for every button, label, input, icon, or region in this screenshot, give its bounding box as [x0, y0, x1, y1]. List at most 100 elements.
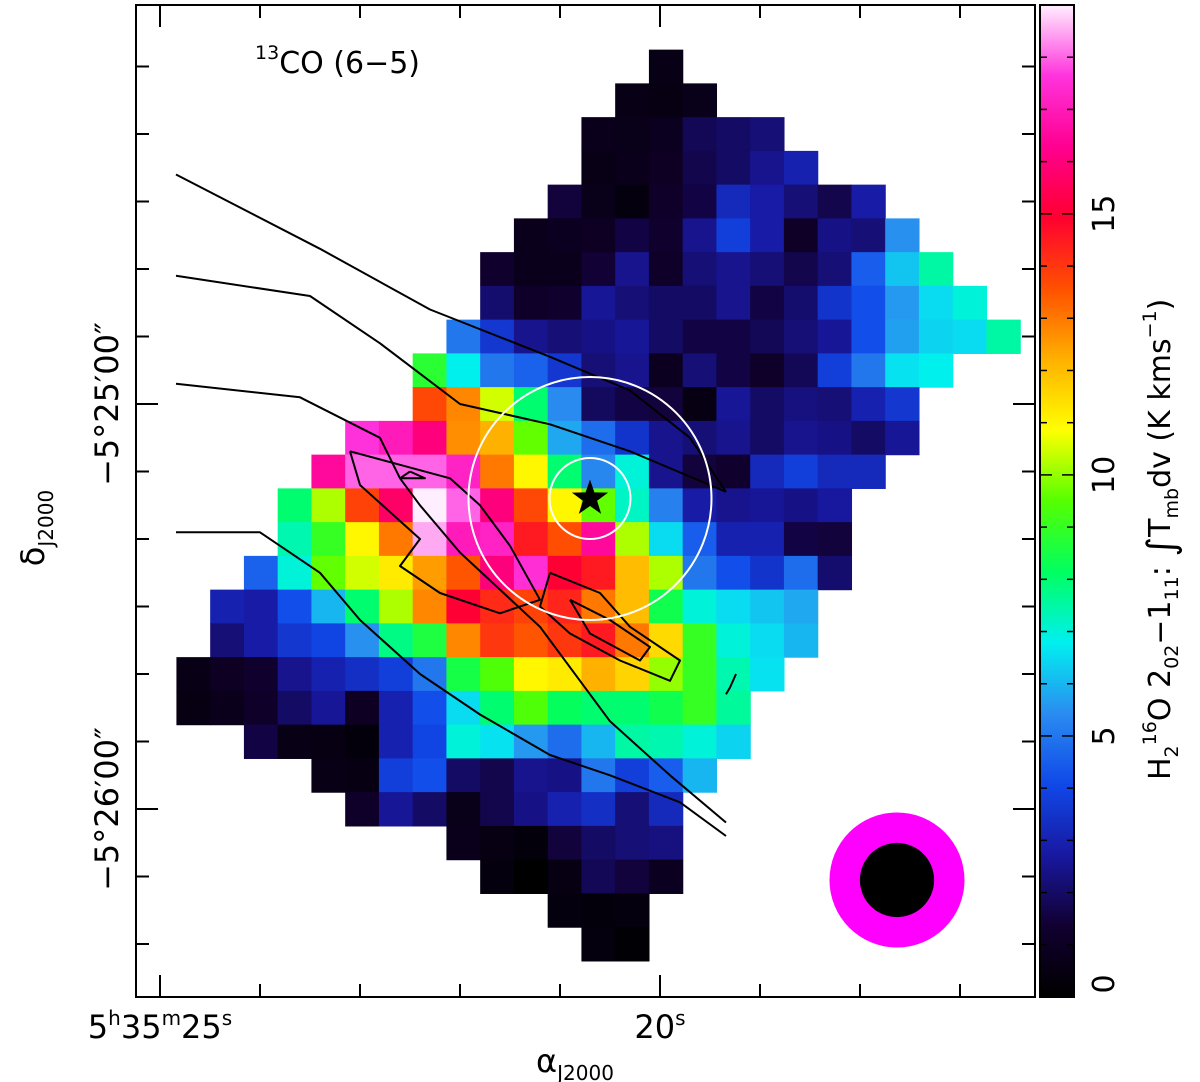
map-pixel: [615, 927, 650, 962]
intensity-map: [176, 49, 1021, 962]
map-pixel: [513, 522, 549, 557]
map-pixel: [615, 319, 650, 354]
map-pixel: [750, 623, 785, 658]
map-pixel: [783, 218, 819, 253]
map-pixel: [446, 623, 481, 658]
map-pixel: [277, 724, 313, 759]
map-pixel: [412, 758, 448, 793]
colorbar-label-gap-2: [1143, 557, 1178, 567]
map-pixel: [446, 353, 481, 388]
map-pixel: [716, 454, 751, 489]
isotope-superscript: 13: [255, 42, 279, 64]
map-pixel: [176, 690, 211, 726]
map-pixel: [345, 724, 380, 759]
colorbar-label-colon: :: [1143, 566, 1178, 576]
map-pixel: [885, 252, 920, 287]
map-pixel: [311, 758, 346, 793]
map-pixel: [648, 825, 684, 861]
map-pixel: [480, 623, 515, 658]
map-pixel: [243, 724, 279, 759]
colorbar-tick-label: 5: [1087, 726, 1122, 745]
map-pixel: [716, 319, 751, 354]
map-pixel: [513, 825, 549, 861]
map-pixel: [311, 522, 346, 557]
map-pixel: [378, 758, 414, 793]
map-pixel: [277, 657, 313, 692]
map-pixel: [851, 353, 886, 388]
source-star-marker: [571, 479, 609, 514]
map-pixel: [918, 285, 954, 321]
map-pixel: [547, 218, 583, 253]
map-pixel: [648, 420, 684, 456]
map-pixel: [648, 758, 684, 793]
map-pixel: [581, 319, 616, 354]
map-pixel: [716, 150, 751, 186]
map-pixel: [750, 387, 785, 422]
map-pixel: [581, 252, 616, 287]
map-pixel: [581, 927, 616, 962]
beam-circles-overlay: [467, 376, 713, 621]
contour-line-5: [349, 450, 541, 615]
map-pixel: [750, 150, 785, 186]
contour-line-4: [176, 531, 727, 837]
colorbar-label-integral: ∫: [1139, 537, 1183, 557]
map-pixel: [783, 454, 819, 489]
map-pixel: [648, 150, 684, 186]
colorbar-label-trans-a-sub: 02: [1161, 645, 1183, 669]
map-pixel: [783, 353, 819, 388]
map-pixel: [378, 555, 414, 591]
map-pixel: [412, 522, 448, 557]
map-pixel: [783, 522, 819, 557]
x-tick-label-part: 25: [181, 1008, 222, 1046]
map-pixel: [412, 420, 448, 456]
map-pixel: [480, 420, 515, 456]
map-pixel: [885, 285, 920, 321]
map-pixel: [716, 285, 751, 321]
map-pixel: [547, 420, 583, 456]
map-pixel: [210, 690, 245, 726]
map-pixel: [311, 555, 346, 591]
map-pixel: [783, 488, 819, 523]
map-pixel: [615, 825, 650, 861]
colorbar-label-T: T: [1143, 518, 1178, 538]
map-pixel: [547, 893, 583, 928]
map-pixel: [817, 555, 853, 591]
map-pixel: [750, 252, 785, 287]
map-pixel: [581, 285, 616, 321]
map-pixel: [446, 758, 481, 793]
map-pixel: [648, 184, 684, 219]
map-pixel: [412, 724, 448, 759]
contour-line-1: [175, 173, 727, 493]
map-pixel: [243, 589, 279, 624]
map-pixel: [480, 252, 515, 287]
map-pixel: [716, 488, 751, 523]
map-pixel: [716, 555, 751, 591]
map-pixel: [480, 589, 515, 624]
x-tick-label-part: 35: [121, 1008, 162, 1046]
map-pixel: [615, 522, 650, 557]
map-pixel: [277, 488, 313, 523]
map-pixel: [547, 825, 583, 861]
co-contours: [175, 173, 737, 837]
map-pixel: [750, 488, 785, 523]
map-pixel: [682, 657, 718, 692]
map-pixel: [480, 859, 515, 894]
map-pixel: [885, 420, 920, 456]
map-pixel: [581, 218, 616, 253]
x-axis-title-sub: J2000: [555, 1061, 614, 1082]
map-pixel: [581, 825, 616, 861]
map-pixel: [750, 285, 785, 321]
map-pixel: [345, 589, 380, 624]
map-pixel: [311, 488, 346, 523]
map-pixel: [581, 117, 616, 152]
map-pixel: [615, 252, 650, 287]
map-pixel: [716, 420, 751, 456]
map-pixel: [648, 589, 684, 624]
map-pixel: [311, 589, 346, 624]
map-pixel: [615, 150, 650, 186]
map-pixel: [716, 184, 751, 219]
map-pixel: [581, 387, 616, 422]
species-label: CO (6−5): [279, 46, 420, 81]
map-pixel: [210, 623, 245, 658]
